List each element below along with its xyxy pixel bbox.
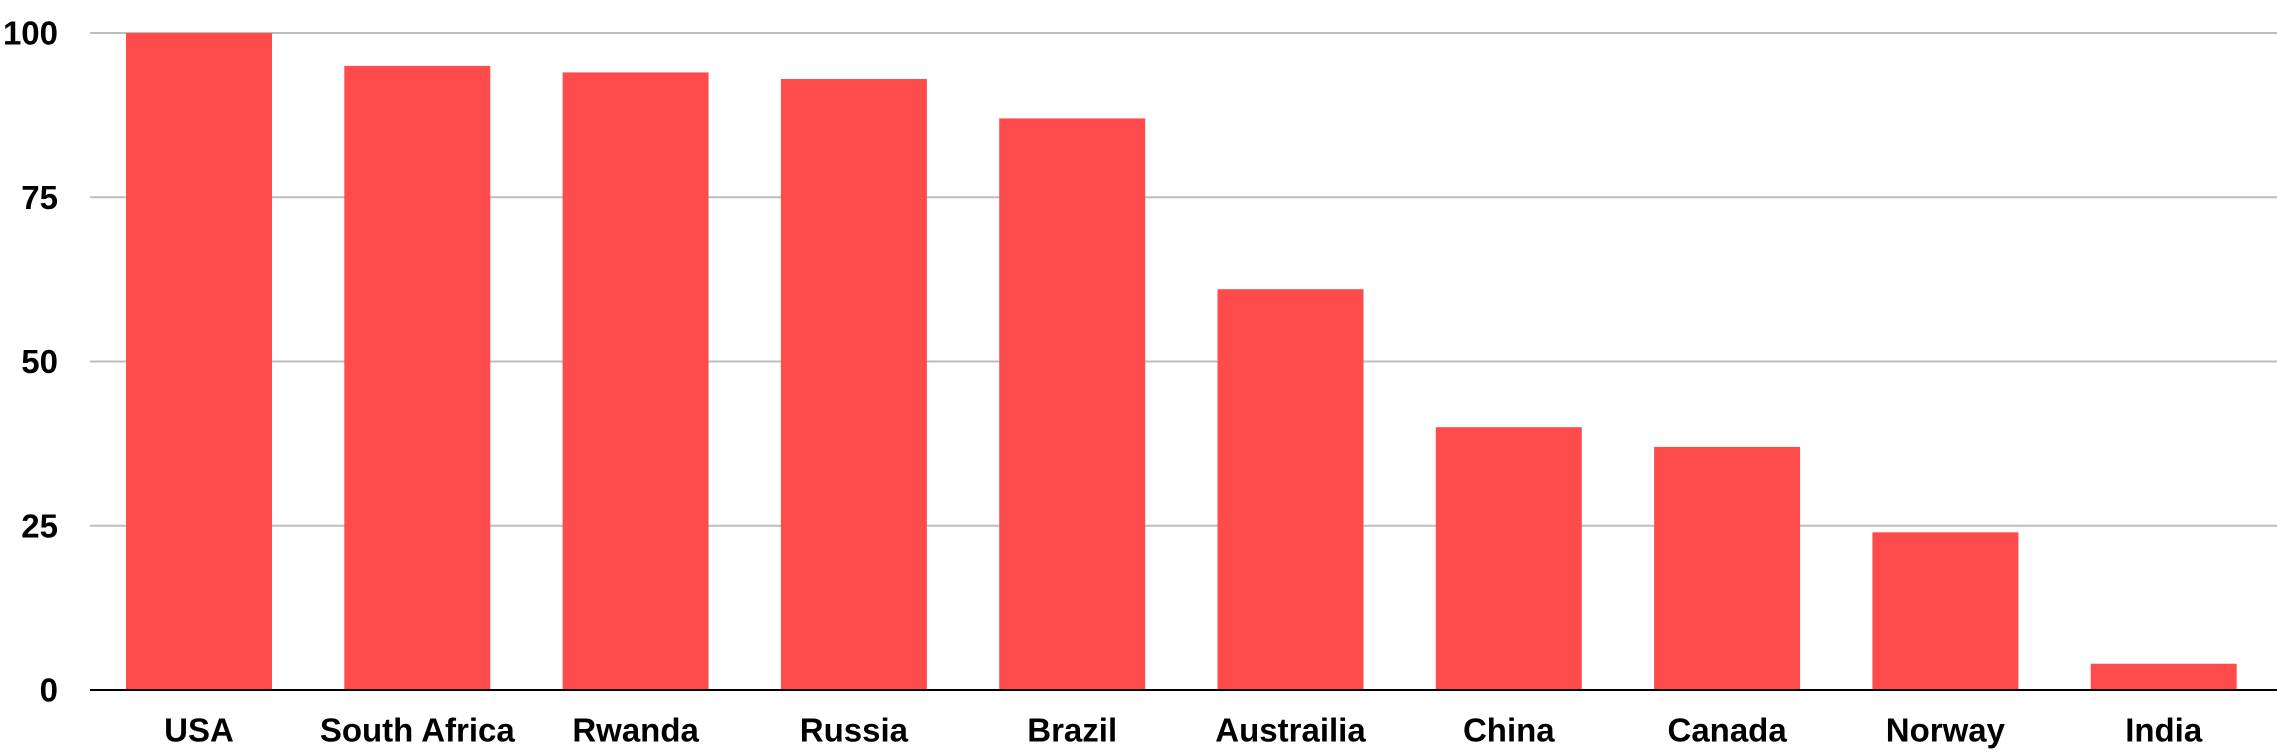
- y-tick-label-75: 75: [21, 179, 58, 216]
- x-tick-label-russia: Russia: [800, 712, 909, 749]
- bar-norway: [1872, 532, 2019, 690]
- x-tick-label-austrailia: Austrailia: [1215, 712, 1366, 749]
- bar-brazil: [999, 118, 1146, 690]
- bars: [126, 33, 2237, 690]
- y-tick-label-25: 25: [21, 507, 58, 544]
- x-tick-label-brazil: Brazil: [1027, 712, 1117, 749]
- y-tick-label-0: 0: [40, 672, 58, 709]
- bar-rwanda: [562, 72, 709, 690]
- x-tick-label-india: India: [2125, 712, 2203, 749]
- bar-south-africa: [344, 65, 491, 690]
- x-tick-label-norway: Norway: [1886, 712, 2006, 749]
- x-tick-label-south-africa: South Africa: [320, 712, 516, 749]
- x-axis-category-labels: USA South Africa Rwanda Russia Brazil Austrai…: [164, 712, 2203, 749]
- y-tick-label-50: 50: [21, 343, 58, 380]
- x-tick-label-rwanda: Rwanda: [572, 712, 699, 749]
- x-tick-label-canada: Canada: [1667, 712, 1787, 749]
- bar-austrailia: [1217, 289, 1364, 690]
- bar-india: [2090, 663, 2237, 690]
- bar-china: [1435, 427, 1582, 690]
- y-axis-tick-labels: 0 25 50 75 100: [3, 15, 58, 709]
- bar-russia: [780, 79, 927, 690]
- y-tick-label-100: 100: [3, 15, 58, 52]
- x-tick-label-china: China: [1463, 712, 1555, 749]
- bar-usa: [126, 33, 272, 690]
- x-tick-label-usa: USA: [164, 712, 234, 749]
- bar-canada: [1654, 446, 1801, 690]
